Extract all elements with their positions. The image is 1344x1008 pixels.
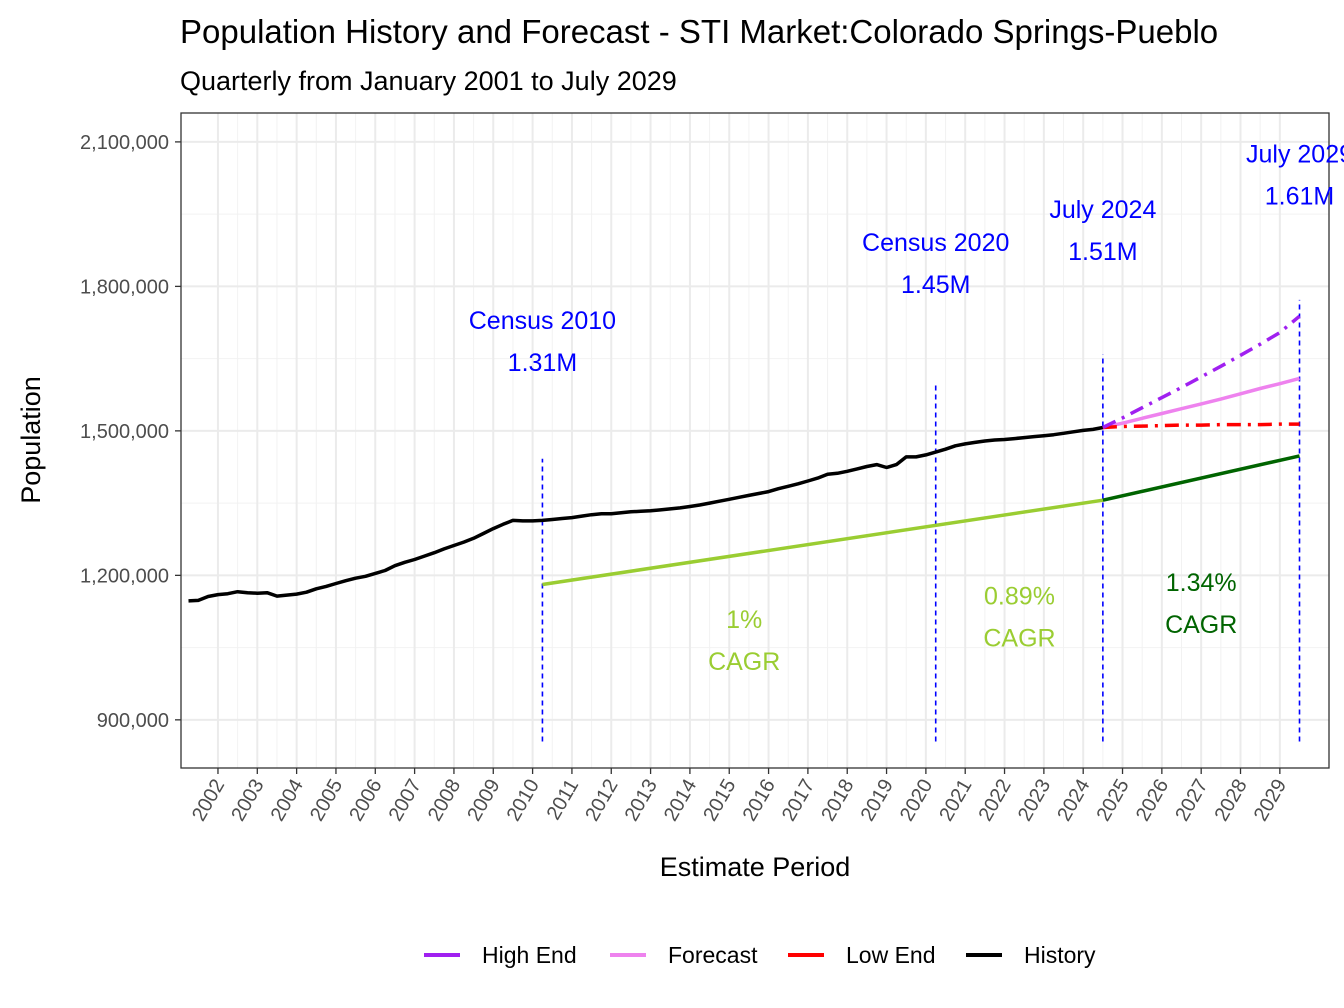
legend-label-forecast: Forecast xyxy=(668,942,758,968)
legend-label-history: History xyxy=(1024,942,1096,968)
x-tick-label: 2022 xyxy=(975,776,1016,826)
plot-background xyxy=(181,113,1329,768)
annotation-cagr1-line0: 1% xyxy=(726,606,762,634)
x-tick-label: 2006 xyxy=(345,776,386,826)
annotation-census2010-line1: 1.31M xyxy=(508,349,577,377)
annotation-july2024-line1: 1.51M xyxy=(1068,238,1137,266)
series-line-low-end xyxy=(1102,422,1300,430)
legend-label-high-end: High End xyxy=(482,942,577,968)
annotation-july2024-line0: July 2024 xyxy=(1049,196,1156,224)
annotation-cagr3-line0: 1.34% xyxy=(1166,569,1237,597)
x-axis: 2002200320042005200620072008200920102011… xyxy=(188,768,1291,825)
legend-label-low-end: Low End xyxy=(846,942,936,968)
series-line-cagr-2024-2029 xyxy=(1102,454,1300,502)
annotation-cagr1-line1: CAGR xyxy=(708,648,780,676)
annotation-census2010-line0: Census 2010 xyxy=(469,307,616,335)
x-tick-label: 2026 xyxy=(1132,776,1173,826)
x-tick-label: 2024 xyxy=(1053,776,1094,826)
annotations: Census 2010 1.31M Census 2020 1.45M July 202… xyxy=(469,141,1344,676)
x-tick-label: 2012 xyxy=(581,776,622,826)
x-tick-label: 2010 xyxy=(503,776,544,826)
x-tick-label: 2029 xyxy=(1250,776,1291,826)
y-tick-label: 900,000 xyxy=(97,710,169,732)
x-tick-label: 2011 xyxy=(543,776,584,824)
series-line-history xyxy=(188,425,1104,603)
y-tick-label: 1,200,000 xyxy=(80,565,169,587)
x-tick-label: 2013 xyxy=(621,776,662,826)
series-line-high-end xyxy=(1102,314,1301,430)
x-tick-label: 2002 xyxy=(188,776,229,826)
series-line-forecast xyxy=(1102,376,1300,430)
x-tick-label: 2005 xyxy=(306,776,347,826)
x-axis-title: Estimate Period xyxy=(660,852,851,882)
x-tick-label: 2019 xyxy=(857,776,898,826)
reference-lines xyxy=(541,299,1301,742)
annotation-cagr2-line0: 0.89% xyxy=(984,582,1055,610)
x-tick-label: 2018 xyxy=(817,776,858,826)
x-tick-label: 2020 xyxy=(896,776,937,826)
annotation-cagr2-line1: CAGR xyxy=(983,624,1055,652)
annotation-census2020-line1: 1.45M xyxy=(901,271,970,299)
x-tick-label: 2016 xyxy=(739,776,780,826)
y-tick-label: 1,500,000 xyxy=(80,421,169,443)
annotation-cagr3-line1: CAGR xyxy=(1165,611,1237,639)
y-axis-title: Population xyxy=(16,376,46,504)
x-tick-label: 2004 xyxy=(267,776,308,826)
plot-border xyxy=(180,112,1330,769)
grid-minor xyxy=(181,113,1329,768)
x-tick-label: 2003 xyxy=(227,776,268,826)
x-tick-label: 2028 xyxy=(1211,776,1252,826)
annotation-july2029-line0: July 2029 xyxy=(1246,141,1344,169)
y-tick-label: 2,100,000 xyxy=(80,132,169,154)
y-tick-label: 1,800,000 xyxy=(80,276,169,298)
grid-major xyxy=(181,113,1329,768)
y-axis: 900,000 1,200,000 1,500,000 1,800,000 2,100,… xyxy=(80,132,181,732)
x-tick-label: 2015 xyxy=(699,776,740,826)
annotation-census2020-line0: Census 2020 xyxy=(862,229,1009,257)
x-tick-label: 2008 xyxy=(424,776,465,826)
chart-title: Population History and Forecast - STI Ma… xyxy=(180,13,1218,50)
x-tick-label: 2023 xyxy=(1014,776,1055,826)
x-tick-label: 2017 xyxy=(778,776,819,826)
data-series xyxy=(188,314,1301,603)
x-tick-label: 2007 xyxy=(385,776,426,826)
x-tick-label: 2014 xyxy=(660,776,701,826)
x-tick-label: 2009 xyxy=(463,776,504,826)
x-tick-label: 2021 xyxy=(935,776,976,826)
x-tick-label: 2025 xyxy=(1093,776,1134,826)
x-tick-label: 2027 xyxy=(1171,776,1212,826)
legend: High End Forecast Low End History xyxy=(424,942,1096,968)
chart-subtitle: Quarterly from January 2001 to July 2029 xyxy=(180,66,677,96)
series-line-cagr-2010-2024 xyxy=(542,498,1104,587)
annotation-july2029-line1: 1.61M xyxy=(1265,183,1334,211)
